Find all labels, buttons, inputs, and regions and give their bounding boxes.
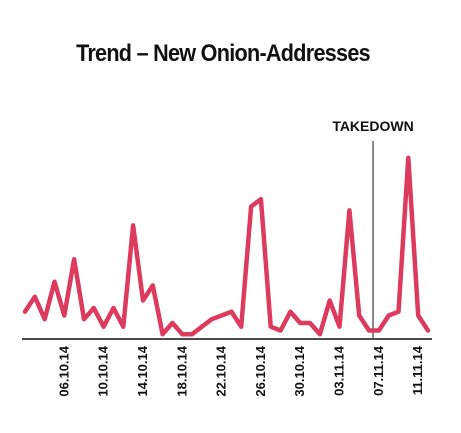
x-tick-label: 14.10.14 (135, 345, 150, 396)
series-line (22, 155, 431, 337)
x-tick-label: 18.10.14 (174, 345, 189, 396)
x-tick-label: 06.10.14 (56, 345, 71, 396)
x-tick-label: 11.11.14 (410, 345, 425, 395)
x-tick-label: 10.10.14 (96, 345, 111, 396)
x-tick-label: 22.10.14 (214, 345, 229, 396)
x-tick-label: 07.11.14 (371, 345, 386, 396)
x-tick-label: 26.10.14 (253, 345, 268, 396)
x-tick-label: 03.11.14 (332, 345, 347, 396)
x-tick-label: 30.10.14 (292, 345, 307, 396)
chart-title: Trend – New Onion-Addresses (76, 40, 371, 67)
takedown-annotation-label: TAKEDOWN (332, 118, 413, 134)
